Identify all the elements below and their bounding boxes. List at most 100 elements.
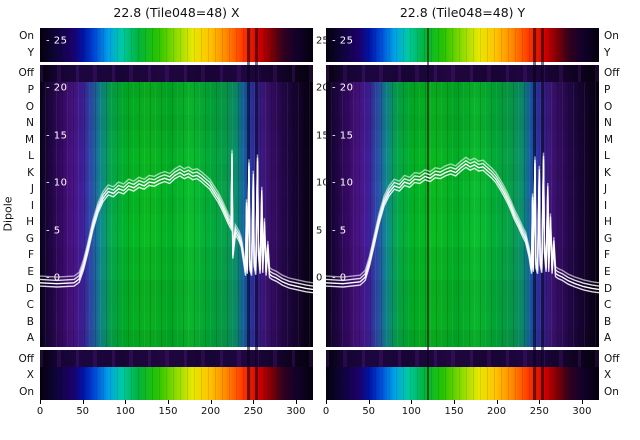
x-tick-mark: [454, 400, 455, 404]
amp-tick-label-inner: - 25: [332, 35, 354, 46]
dipole-row-label: E: [27, 265, 34, 278]
dipole-row-label: D: [604, 282, 613, 295]
dipole-row-label: G: [604, 232, 613, 245]
amp-tick-label-right: 20: [316, 82, 329, 94]
dipole-row-label: P: [27, 83, 34, 96]
dipole-row-label: A: [604, 332, 612, 345]
x-tick-mark: [210, 400, 212, 404]
dipole-row-label: M: [24, 133, 34, 146]
dipole-row-label: K: [604, 166, 611, 179]
dipole-row-label: N: [604, 117, 612, 129]
heatmap-row-h: [40, 214, 313, 232]
heatmap-row-c: [40, 296, 313, 314]
bandpass-line: [326, 152, 599, 284]
heatmap-row-i: [326, 197, 599, 215]
x-tick-mark: [253, 400, 255, 404]
heatmap-row-off: [40, 350, 313, 368]
dipole-row-label: M: [604, 133, 614, 146]
right-row-labels-gutter: On Y Off P O N M L K J I H G F E D C B A Off X On: [602, 0, 640, 440]
amp-tick-label-right: 25: [316, 35, 329, 46]
x-tick-label: 300: [572, 406, 592, 417]
dipole-row-label: I: [604, 199, 608, 212]
amp-tick-label-inner: - 25: [46, 35, 68, 46]
heatmap-row-g: [40, 230, 313, 248]
heatmap-row-d: [326, 280, 599, 298]
heatmap-row-m: [40, 131, 313, 149]
x-tick-mark: [539, 400, 541, 404]
heatmap-row-on: [40, 28, 313, 46]
heatmap-row-y: [40, 44, 313, 62]
x-tick-label: 0: [36, 406, 44, 417]
heatmap-row-g: [326, 230, 599, 248]
heatmap-row-a: [326, 329, 599, 347]
dipole-row-label: On: [19, 385, 34, 398]
x-tick-mark: [125, 400, 127, 404]
heatmap-row-n: [40, 114, 313, 132]
dipole-row-label: B: [26, 315, 34, 328]
amp-tick-label-right: 5: [316, 225, 323, 236]
dipole-row-label: Y: [27, 46, 34, 59]
heatmap-row-n: [326, 114, 599, 132]
x-tick-mark: [40, 400, 41, 404]
bandpass-overlay: [40, 149, 313, 294]
dipole-row-label: L: [604, 150, 610, 163]
heatmap-plot-y: - 25 - 20 - 15 - 10 - 5 - 0: [326, 28, 599, 400]
heatmap-row-m: [326, 131, 599, 149]
dipole-row-label: X: [604, 369, 612, 382]
dipole-row-label: C: [604, 299, 612, 311]
x-tick-label: 250: [243, 406, 263, 417]
x-tick-mark: [295, 400, 297, 404]
plot-title-y: 22.8 (Tile048=48) Y: [399, 5, 526, 20]
dipole-row-label: E: [604, 265, 611, 278]
x-tick-mark: [496, 400, 498, 404]
dipole-row-label: F: [27, 249, 34, 262]
heatmap-row-h: [326, 214, 599, 232]
heatmap-row-off: [40, 65, 313, 83]
x-tick-label: 50: [76, 406, 90, 417]
heatmap-row-on: [40, 383, 313, 400]
x-tick-mark: [326, 400, 327, 404]
amp-tick-label-inner: - 10: [332, 177, 354, 189]
x-tick-label: 150: [158, 406, 178, 417]
heatmap-row-off: [326, 65, 599, 83]
flagged-channel-stripe: [426, 28, 430, 400]
amp-tick-label-inner: - 5: [46, 225, 61, 236]
dipole-row-label: Off: [18, 352, 35, 365]
amp-tick-label-inner: - 20: [46, 82, 68, 94]
amp-tick-label-right: 10: [316, 177, 329, 189]
amp-tick-label-inner: - 15: [46, 130, 68, 141]
x-tick-mark: [368, 400, 370, 404]
dipole-row-label: Off: [604, 67, 620, 80]
heatmap-row-l: [326, 147, 599, 165]
dipole-row-label: A: [26, 332, 34, 345]
x-tick-label: 300: [286, 406, 306, 417]
heatmap-row-x: [326, 366, 599, 385]
heatmap-plot-x: - 25 - 20 - 15 - 10 - 5 - 0: [40, 28, 313, 400]
dipole-row-label: B: [604, 315, 612, 328]
amp-tick-label-inner: - 20: [332, 82, 354, 94]
amp-tick-label-right: 0: [316, 272, 323, 284]
dipole-row-label: H: [604, 216, 612, 229]
dipole-row-label: P: [604, 83, 611, 96]
dipole-row-label: Off: [18, 67, 35, 80]
x-tick-mark: [581, 400, 583, 404]
x-tick-label: 250: [529, 406, 549, 417]
dipole-row-label: G: [25, 232, 34, 245]
heatmap-row-k: [326, 164, 599, 182]
heatmap-row-x: [40, 366, 313, 385]
dipole-row-label: On: [19, 30, 34, 43]
dipole-row-label: Y: [604, 46, 611, 59]
x-tick-label: 50: [362, 406, 376, 417]
dipole-row-label: F: [604, 249, 611, 262]
dipole-row-label: O: [604, 100, 613, 113]
heatmap-row-b: [40, 313, 313, 331]
heatmap-row-a: [40, 329, 313, 347]
plot-title-x: 22.8 (Tile048=48) X: [113, 5, 240, 20]
dipole-row-label: C: [26, 299, 34, 311]
amp-tick-label-inner: - 0: [46, 272, 61, 284]
left-row-labels-gutter: On Y Off P O N M L K J I H G F E D C B A Off X On: [0, 0, 37, 440]
dipole-row-label: J: [30, 183, 34, 196]
heatmap-row-p: [326, 81, 599, 99]
bandpass-line: [40, 149, 313, 284]
heatmap-row-on: [326, 28, 599, 46]
